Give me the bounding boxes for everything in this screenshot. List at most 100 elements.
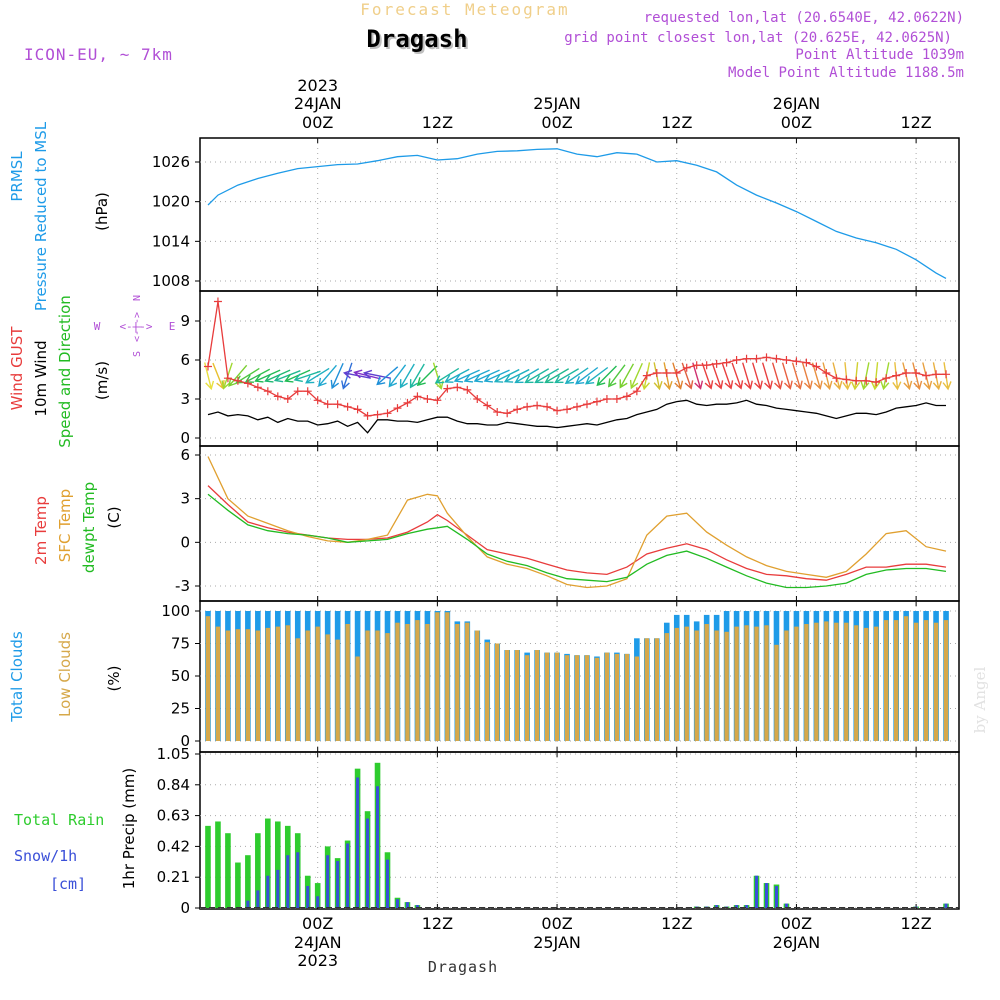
compass-axis-h: <-|->	[119, 320, 152, 333]
panel-clouds: 0 25 50 75 100 Total Clouds Low Clouds (%)	[8, 600, 960, 753]
bar-low_clouds	[415, 620, 420, 741]
ylabel-line: PRMSL	[8, 151, 26, 202]
bar-low_clouds	[744, 625, 749, 741]
gust-marker	[862, 376, 871, 385]
gust-marker	[513, 405, 522, 414]
gust-marker	[453, 383, 462, 392]
bar-low_clouds	[724, 631, 729, 741]
footer-location: Dragash	[428, 958, 498, 976]
bottom-axis-hour: 00Z	[302, 914, 333, 933]
bar-low_clouds	[893, 620, 899, 741]
series-line-pressure	[207, 148, 947, 279]
gust-marker	[483, 401, 492, 410]
bar-low_clouds	[305, 630, 310, 741]
gust-marker	[393, 404, 402, 413]
wind-arrow	[771, 362, 783, 390]
gust-marker	[752, 354, 761, 363]
bar-low_clouds	[295, 638, 300, 741]
y-tick-label: 3	[180, 490, 190, 508]
wind-arrow	[503, 368, 530, 383]
wind-arrow	[524, 368, 550, 384]
gust-marker	[523, 402, 532, 411]
bar-low_clouds	[325, 634, 330, 741]
wind-arrow	[711, 362, 724, 390]
legend-snow: Snow/1h	[14, 847, 77, 865]
bottom-axis-hour: 12Z	[900, 914, 931, 933]
ylabel-line: Low Clouds	[56, 632, 74, 717]
compass-w: W	[94, 320, 101, 333]
gust-marker	[582, 400, 591, 409]
wind-arrow	[619, 363, 635, 389]
wind-arrow	[596, 365, 617, 387]
header: Forecast Meteogram Dragash Dragash ICON-…	[24, 0, 989, 976]
wind-arrow	[663, 362, 673, 391]
wind-arrow	[932, 362, 942, 391]
bar-low_clouds	[365, 630, 370, 741]
bar-snow	[784, 903, 788, 908]
gust-marker	[413, 392, 422, 401]
y-tick-label: 25	[171, 700, 190, 718]
y-tick-label: 100	[161, 602, 190, 620]
top-axis-date: 25JAN	[533, 94, 581, 113]
bar-low_clouds	[704, 624, 709, 741]
gust-marker	[922, 371, 931, 380]
wind-arrow	[273, 370, 301, 383]
series-layer-wind	[203, 297, 952, 434]
gust-marker	[543, 402, 552, 411]
bar-low_clouds	[634, 656, 640, 741]
bar-snow	[356, 777, 360, 908]
bar-snow	[306, 886, 310, 908]
bar-low_clouds	[465, 622, 470, 741]
panel-frame-temperature	[199, 445, 960, 602]
gust-marker	[762, 353, 771, 362]
bar-snow	[415, 905, 419, 908]
gridlines-temperature	[195, 446, 959, 601]
bar-low_clouds	[804, 624, 809, 741]
gust-marker	[233, 376, 242, 385]
bar-low_clouds	[754, 626, 759, 741]
bar-low_clouds	[285, 625, 290, 741]
bar-snow	[405, 902, 409, 908]
gust-marker	[602, 395, 611, 403]
wind-arrow	[751, 362, 763, 390]
wind-arrow	[801, 362, 813, 390]
chart-title-shadow: Dragash	[368, 27, 469, 55]
gust-marker	[383, 409, 392, 418]
ylabel-line: Total Clouds	[8, 631, 26, 723]
gust-marker	[902, 369, 911, 377]
bar-low_clouds	[455, 624, 460, 741]
gust-marker	[822, 369, 831, 377]
legend-snow-unit: [cm]	[50, 875, 86, 893]
gust-marker	[253, 383, 262, 392]
gust-marker	[203, 362, 212, 371]
wind-arrow	[284, 369, 311, 383]
gust-marker	[463, 385, 472, 394]
wind-arrow	[453, 369, 480, 383]
wind-arrow	[514, 368, 540, 384]
bar-snow	[386, 859, 390, 908]
wind-arrow	[761, 362, 773, 390]
bar-rain	[265, 818, 271, 908]
y-tick-label: 1020	[152, 193, 190, 211]
gust-marker	[832, 374, 841, 383]
bar-low_clouds	[475, 630, 480, 741]
panel-wind: 0 3 6 9 Wind GUST 10m Wind Speed and Direction…	[8, 290, 960, 448]
gust-marker	[283, 395, 292, 403]
gust-marker	[782, 356, 791, 364]
top-axis-hour: 12Z	[422, 113, 453, 132]
bar-rain	[215, 821, 221, 908]
bottom-axis-date: 24JAN	[294, 933, 342, 952]
ylabel-unit: (m/s)	[93, 361, 111, 400]
y-tick-label: 0.21	[157, 868, 190, 886]
gust-marker	[772, 354, 781, 363]
y-tick-label: 0	[180, 429, 190, 447]
bar-low_clouds	[883, 620, 889, 741]
bar-low_clouds	[943, 620, 949, 741]
gust-marker	[852, 376, 861, 385]
wind-arrow	[416, 365, 438, 387]
gust-marker	[503, 409, 512, 418]
bar-snow	[346, 843, 350, 908]
ylabel-line: Wind GUST	[8, 326, 26, 411]
bar-low_clouds	[774, 644, 779, 741]
